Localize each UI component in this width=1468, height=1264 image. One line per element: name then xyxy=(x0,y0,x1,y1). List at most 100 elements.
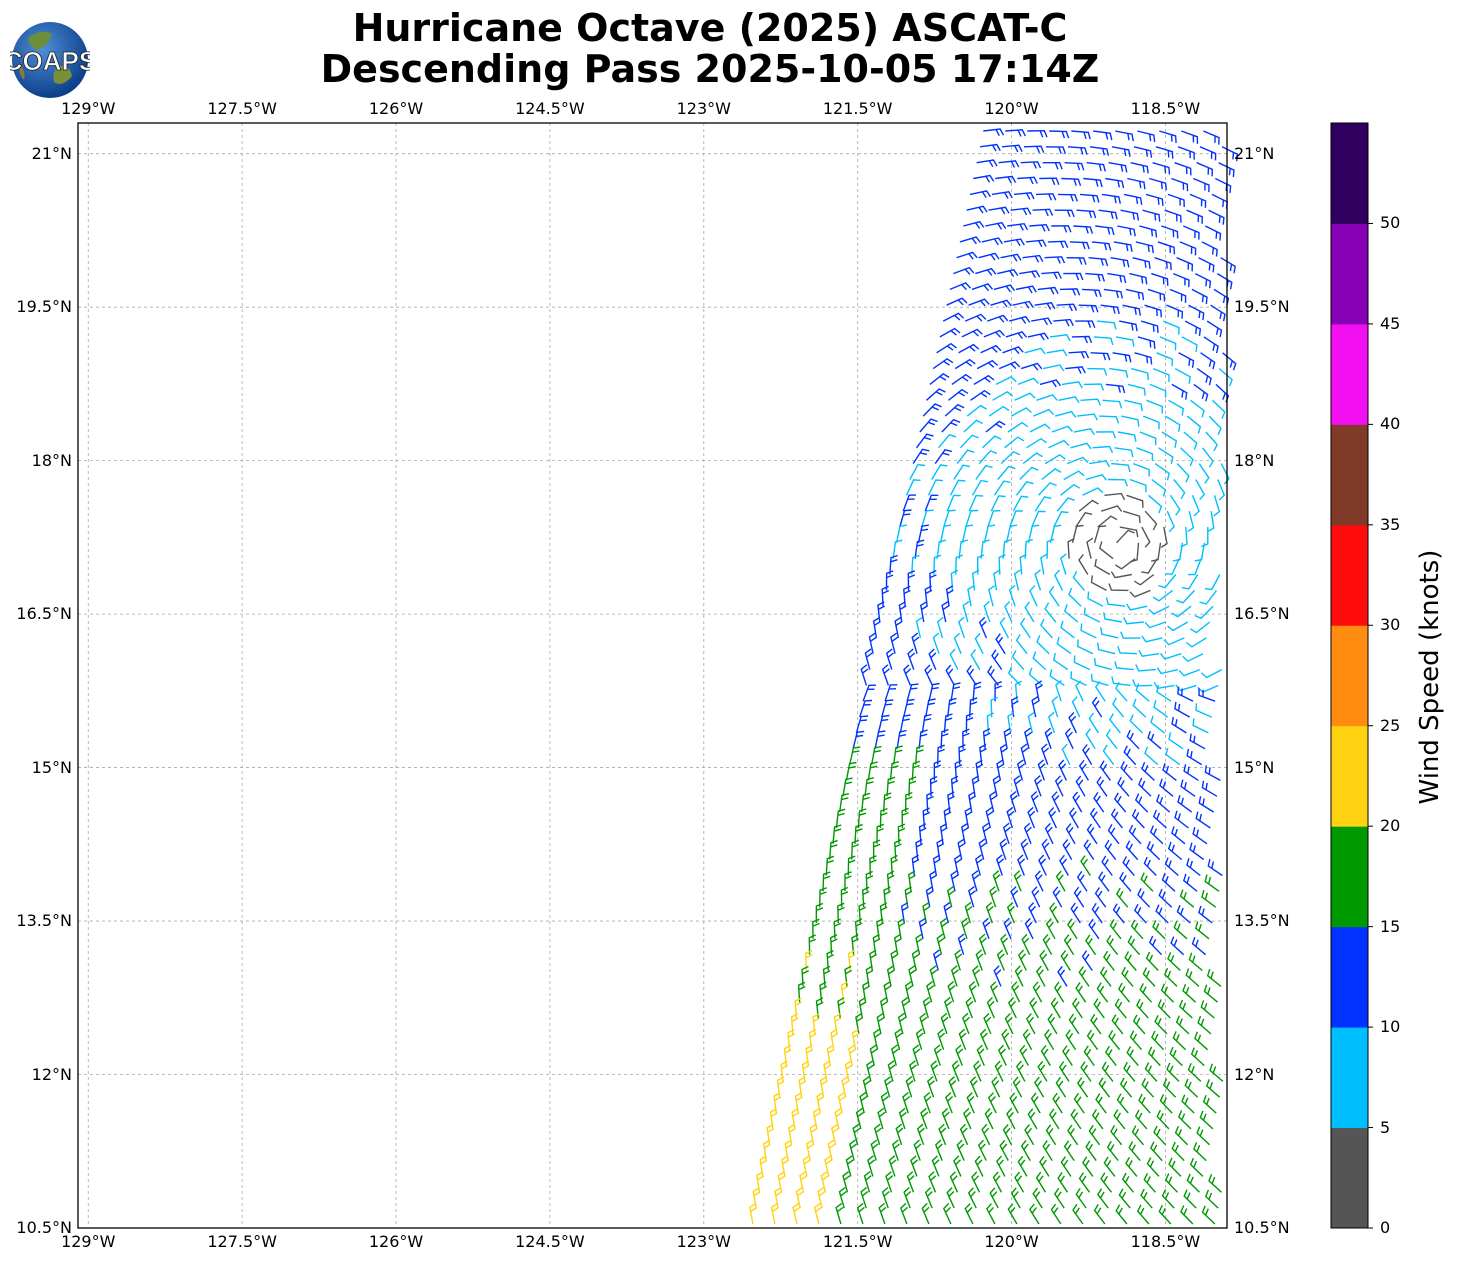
wind-barb xyxy=(989,407,1009,417)
wind-barb xyxy=(937,344,957,353)
wind-barb xyxy=(1186,638,1206,647)
wind-barb xyxy=(1204,1095,1217,1113)
wind-barb xyxy=(1066,728,1073,749)
wind-barb xyxy=(984,331,1005,338)
wind-barb xyxy=(1089,258,1108,266)
wind-barb xyxy=(1002,1029,1010,1049)
wind-barb xyxy=(1035,570,1040,591)
wind-barb xyxy=(977,1045,984,1066)
wind-barb xyxy=(1111,572,1131,578)
wind-barb xyxy=(1065,604,1078,622)
wind-barb xyxy=(1201,670,1221,678)
wind-barb xyxy=(971,649,980,669)
wind-barb xyxy=(1117,530,1135,542)
wind-barb xyxy=(1015,393,1036,400)
wind-barb xyxy=(1086,1141,1096,1161)
wind-barb xyxy=(1045,728,1052,749)
wind-barb xyxy=(1177,258,1193,272)
wind-barb xyxy=(1167,511,1174,532)
wind-barb xyxy=(988,666,998,686)
wind-barb xyxy=(1214,495,1220,516)
wind-barb xyxy=(980,145,1000,152)
wind-barb xyxy=(1149,495,1162,513)
wind-barb xyxy=(1160,779,1173,797)
wind-barb xyxy=(865,649,872,670)
wind-barb xyxy=(1109,163,1127,173)
wind-barb xyxy=(1098,516,1117,527)
wind-barb xyxy=(1165,559,1179,575)
wind-barb xyxy=(1041,272,1061,279)
wind-barb xyxy=(1180,242,1196,256)
wind-barb xyxy=(930,374,949,385)
wind-barb xyxy=(1185,321,1200,336)
wind-barb xyxy=(1172,384,1187,399)
wind-barb xyxy=(1154,682,1174,688)
wind-barb xyxy=(1180,1000,1193,1018)
wind-barb xyxy=(1221,464,1229,484)
wind-barb xyxy=(1030,1204,1039,1224)
wind-barb xyxy=(954,1156,961,1177)
wind-barb xyxy=(1199,796,1213,812)
wind-barb xyxy=(1175,811,1188,828)
wind-barb xyxy=(850,747,861,765)
wind-barb xyxy=(1096,888,1106,908)
wind-barb xyxy=(995,176,1015,183)
wind-barb xyxy=(1087,538,1093,559)
wind-barb xyxy=(1094,337,1113,345)
wind-barb xyxy=(1189,953,1202,971)
wind-barb xyxy=(1156,147,1173,159)
wind-barb xyxy=(1083,951,1093,971)
wind-barb xyxy=(925,495,938,511)
wind-barb xyxy=(1140,432,1156,445)
wind-barb xyxy=(929,480,943,495)
wind-barb xyxy=(1076,982,1086,1002)
wind-barb xyxy=(1153,163,1170,175)
wind-barb xyxy=(1081,1062,1091,1082)
wind-barb xyxy=(1193,827,1207,844)
wind-barb xyxy=(1175,163,1191,176)
wind-barb xyxy=(1137,999,1148,1018)
wind-barb xyxy=(955,633,962,654)
wind-barb xyxy=(1119,321,1137,331)
wind-barb xyxy=(1075,887,1084,907)
lat-tick-label-right: 10.5°N xyxy=(1234,1219,1290,1237)
wind-barb xyxy=(1173,274,1189,288)
wind-barb xyxy=(1151,543,1160,561)
wind-barb xyxy=(1099,210,1118,219)
wind-barb xyxy=(1004,1125,1012,1145)
wind-barb xyxy=(1058,194,1077,201)
wind-barb xyxy=(1195,1032,1208,1050)
wind-barb xyxy=(1196,812,1210,828)
wind-barb xyxy=(1094,792,1104,812)
colorbar-tick-label: 35 xyxy=(1380,516,1400,534)
lat-tick-label-left: 19.5°N xyxy=(2,298,72,316)
wind-barb xyxy=(974,1061,981,1082)
wind-barb xyxy=(1139,650,1159,656)
wind-barb xyxy=(1000,618,1008,638)
wind-barb xyxy=(879,1203,886,1224)
wind-barb xyxy=(973,481,988,496)
wind-barb xyxy=(972,1172,980,1192)
wind-barb xyxy=(1009,317,1030,324)
wind-barb xyxy=(1154,810,1167,828)
wind-barb xyxy=(959,345,979,353)
wind-barb xyxy=(1050,1109,1059,1129)
wind-barb xyxy=(1151,1142,1162,1161)
wind-barb xyxy=(1085,274,1104,282)
wind-barbs xyxy=(750,129,1237,1224)
wind-barb xyxy=(1056,1077,1065,1097)
wind-barb xyxy=(963,222,984,229)
wind-barb xyxy=(1188,511,1194,532)
lat-tick-label-left: 21°N xyxy=(2,145,72,163)
wind-barb xyxy=(1079,967,1089,987)
wind-barb xyxy=(1098,643,1115,654)
colorbar-segment xyxy=(1331,927,1368,1028)
wind-barb xyxy=(1055,412,1076,418)
wind-barb xyxy=(947,298,968,305)
wind-barb xyxy=(967,206,988,213)
wind-barb xyxy=(917,434,934,448)
wind-barb xyxy=(1176,590,1194,602)
wind-barb xyxy=(1066,1030,1075,1050)
wind-barb xyxy=(1055,982,1064,1002)
wind-barb xyxy=(1069,588,1081,606)
